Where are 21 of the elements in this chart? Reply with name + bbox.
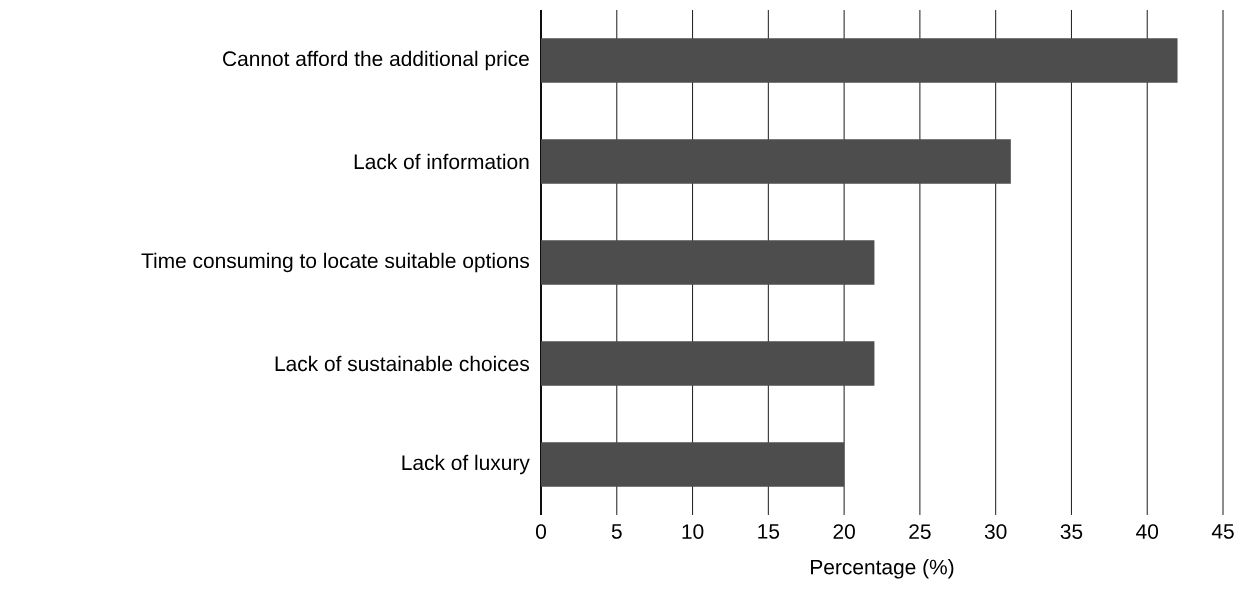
x-tick-label: 15 — [758, 524, 780, 539]
x-tick-label: 5 — [611, 524, 622, 539]
x-tick-label: 25 — [909, 524, 931, 539]
bar — [541, 442, 845, 487]
y-tick-label: Lack of sustainable choices — [275, 355, 530, 372]
y-tick-label: Lack of information — [354, 153, 529, 170]
y-tick-label: Time consuming to locate suitable options — [141, 252, 530, 273]
bar — [541, 341, 875, 386]
x-tick-label: 20 — [833, 524, 855, 539]
x-tick-label: 10 — [682, 524, 704, 539]
x-tick-label: 0 — [536, 524, 546, 539]
y-tick-label: Cannot afford the additional price — [223, 50, 529, 71]
x-tick-label: 40 — [1136, 524, 1159, 539]
y-tick-label: Lack of luxury — [402, 454, 530, 475]
bar — [541, 240, 875, 285]
x-tick-label: 30 — [984, 524, 1007, 539]
x-tick-label: 45 — [1211, 524, 1234, 539]
x-axis-title: Percentage (%) — [811, 559, 954, 579]
bar — [541, 139, 1011, 184]
x-tick-label: 35 — [1060, 524, 1083, 539]
bar — [541, 38, 1178, 83]
